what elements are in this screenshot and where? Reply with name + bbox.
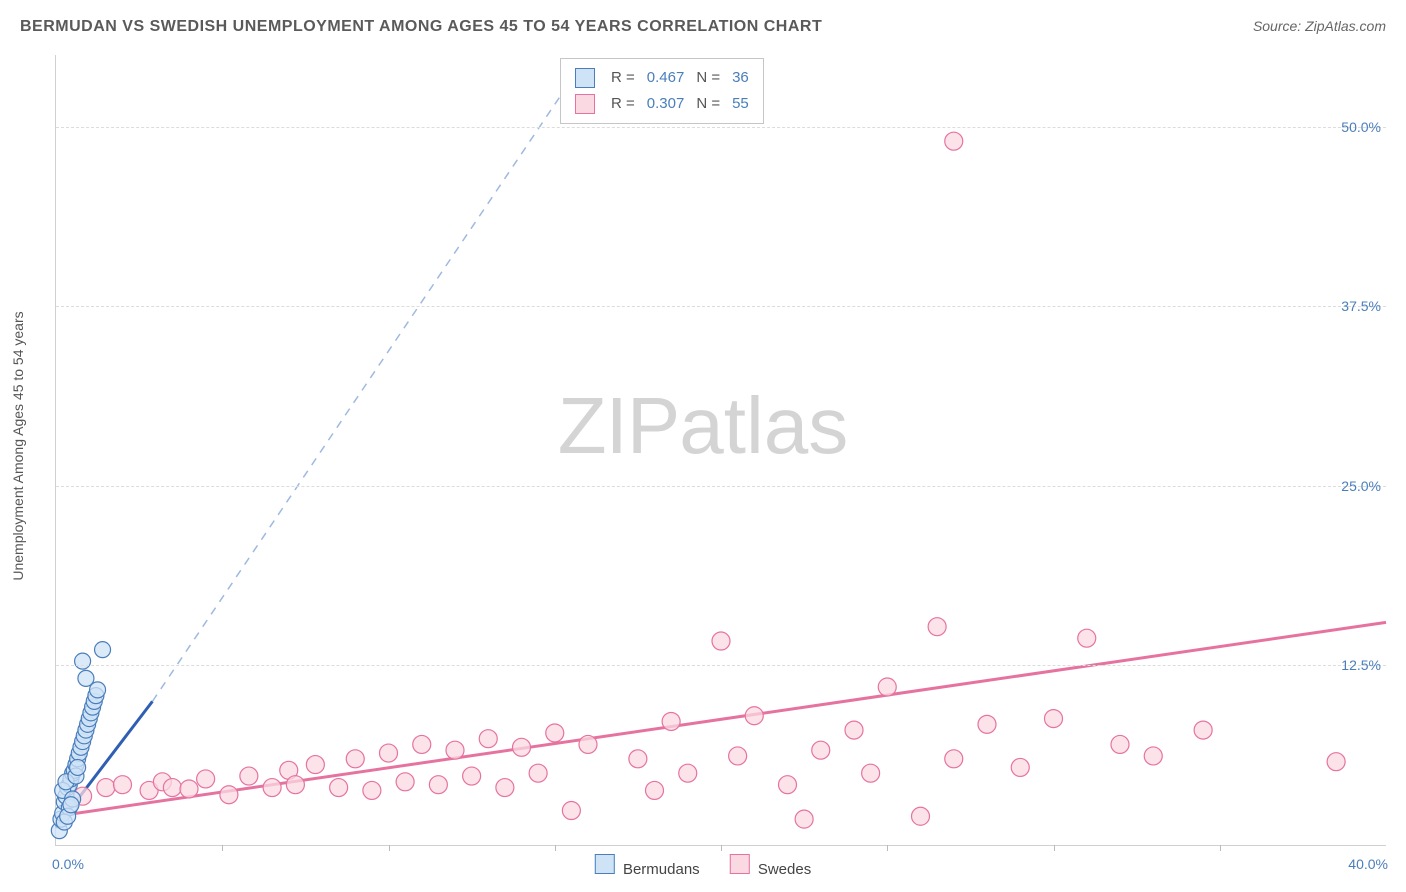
gridline-h <box>56 665 1386 666</box>
bermudans-swatch-icon <box>595 854 615 874</box>
chart-svg <box>56 55 1386 845</box>
stats-legend-box: R = 0.467 N = 36 R = 0.307 N = 55 <box>560 58 764 124</box>
x-tick <box>887 845 888 851</box>
y-tick-label: 12.5% <box>1341 657 1381 673</box>
r-label: R = <box>611 91 635 117</box>
x-tick <box>721 845 722 851</box>
gridline-h <box>56 486 1386 487</box>
n-label: N = <box>696 91 720 117</box>
swedes-swatch-icon <box>730 854 750 874</box>
stats-row-bermudans: R = 0.467 N = 36 <box>575 65 749 91</box>
legend-item-swedes: Swedes <box>730 854 812 878</box>
swedes-n-value: 55 <box>732 91 749 117</box>
swedes-swatch <box>575 94 595 114</box>
swedes-r-value: 0.307 <box>647 91 685 117</box>
x-tick <box>389 845 390 851</box>
x-max-label: 40.0% <box>1348 856 1388 872</box>
bermudans-r-value: 0.467 <box>647 65 685 91</box>
n-label: N = <box>696 65 720 91</box>
chart-title: BERMUDAN VS SWEDISH UNEMPLOYMENT AMONG A… <box>20 18 822 36</box>
x-origin-label: 0.0% <box>52 856 84 872</box>
y-tick-label: 50.0% <box>1341 119 1381 135</box>
bermudans-swatch <box>575 68 595 88</box>
chart-plot-area <box>55 55 1386 846</box>
stats-row-swedes: R = 0.307 N = 55 <box>575 91 749 117</box>
x-tick <box>1054 845 1055 851</box>
r-label: R = <box>611 65 635 91</box>
x-tick <box>555 845 556 851</box>
y-tick-label: 37.5% <box>1341 298 1381 314</box>
y-axis-label: Unemployment Among Ages 45 to 54 years <box>10 311 26 580</box>
y-tick-label: 25.0% <box>1341 478 1381 494</box>
series-legend: Bermudans Swedes <box>595 854 811 878</box>
x-tick <box>222 845 223 851</box>
bermudans-label: Bermudans <box>623 861 700 878</box>
bermudans-n-value: 36 <box>732 65 749 91</box>
legend-item-bermudans: Bermudans <box>595 854 700 878</box>
gridline-h <box>56 306 1386 307</box>
gridline-h <box>56 127 1386 128</box>
swedes-label: Swedes <box>758 861 811 878</box>
x-tick <box>1220 845 1221 851</box>
source-label: Source: ZipAtlas.com <box>1253 18 1386 34</box>
